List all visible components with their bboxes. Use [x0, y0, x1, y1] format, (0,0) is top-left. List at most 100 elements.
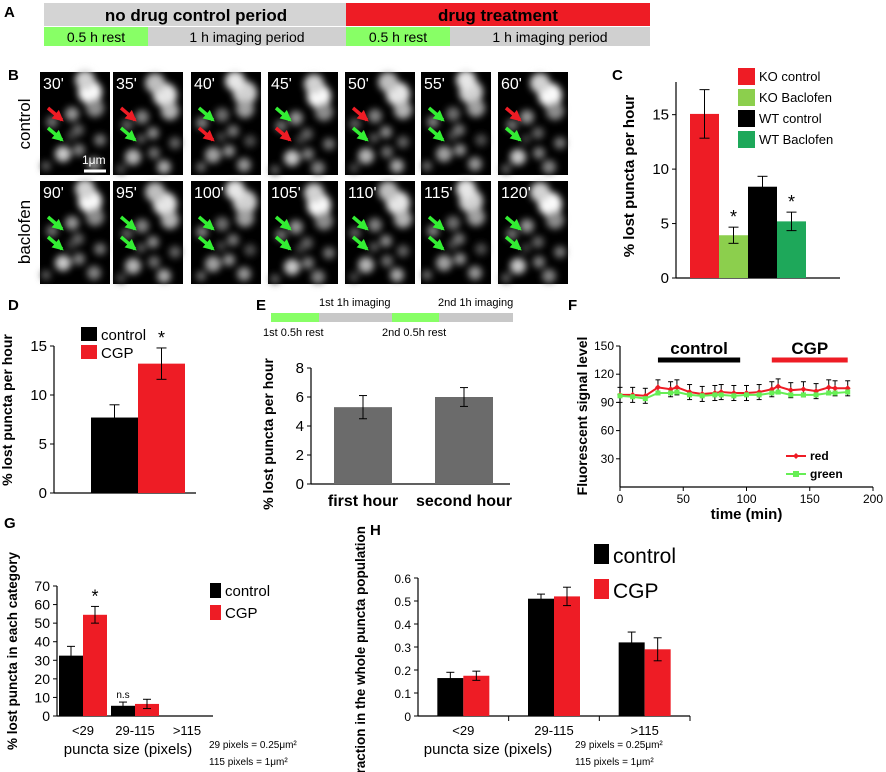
y-axis-label: % lost puncta per hour	[260, 358, 276, 510]
punctum	[136, 134, 146, 144]
punctum	[468, 266, 482, 280]
data-point	[825, 384, 832, 391]
punctum	[394, 210, 412, 228]
panel-letter-f: F	[568, 297, 577, 314]
micrograph-cell: 95'	[113, 181, 183, 284]
punctum	[205, 256, 221, 272]
imaging2-label: 1 h imaging period	[492, 29, 607, 45]
data-point	[712, 392, 718, 398]
green-arrow	[504, 126, 522, 142]
punctum	[196, 162, 206, 172]
red-arrow	[504, 106, 522, 122]
punctum	[546, 211, 564, 229]
punctum	[378, 72, 398, 92]
time-label: 120'	[501, 185, 531, 202]
significance-marker: *	[788, 192, 795, 212]
punctum	[237, 158, 251, 172]
x-tick-label: >115	[631, 723, 659, 738]
punctum	[116, 273, 126, 283]
bar-CGP	[463, 675, 490, 716]
punctum	[55, 146, 71, 162]
y-axis-label: % lost puncta per hour	[621, 95, 638, 258]
green-arrow	[197, 215, 215, 231]
punctum	[456, 179, 476, 199]
data-point	[687, 392, 693, 398]
punctum	[236, 100, 254, 118]
punctum	[520, 219, 534, 233]
punctum	[147, 236, 159, 248]
punctum	[116, 164, 126, 174]
y-tick-label: 50	[34, 615, 50, 631]
punctum	[521, 243, 531, 253]
y-tick-label: 0	[39, 485, 47, 502]
imaging-segment	[319, 313, 392, 322]
legend-swatch	[594, 544, 609, 564]
significance-marker: *	[730, 207, 737, 227]
micrograph-cell: 30' 1μm	[40, 70, 110, 175]
y-tick-label: 30	[34, 652, 50, 668]
data-point	[674, 389, 680, 395]
bar-second-hour	[435, 397, 493, 484]
y-tick-label: 0.4	[394, 618, 411, 632]
legend-label: green	[810, 467, 843, 481]
micrograph-puncta	[41, 179, 106, 280]
punctum	[390, 268, 404, 282]
green-arrow	[274, 215, 292, 231]
data-point	[826, 390, 832, 396]
x-tick-label: 29-115	[534, 723, 574, 738]
bar-first-hour	[334, 407, 392, 484]
y-tick-label: 70	[34, 578, 50, 594]
y-tick-label: 0	[42, 708, 50, 724]
panel-letter-a: A	[4, 4, 15, 21]
y-tick-label: 20	[34, 671, 50, 687]
green-arrow	[274, 106, 292, 122]
y-tick-label: 15	[30, 338, 47, 355]
punctum	[394, 101, 412, 119]
green-arrow	[504, 215, 522, 231]
time-label: 35'	[116, 76, 137, 93]
punctum	[169, 246, 181, 258]
punctum	[501, 164, 511, 174]
green-arrow	[427, 126, 445, 142]
punctum	[427, 225, 439, 237]
punctum	[215, 108, 229, 122]
punctum	[532, 236, 544, 248]
punctum	[205, 147, 221, 163]
significance-marker: *	[91, 586, 98, 606]
rest2-label: 0.5 h rest	[369, 29, 427, 45]
punctum	[145, 182, 165, 202]
panel-letter-g: G	[4, 515, 16, 532]
time-label: 95'	[116, 185, 137, 202]
y-tick-label: 0	[296, 476, 304, 493]
size-note: 29 pixels = 0.25μm²	[575, 740, 663, 751]
y-tick-label: 0.1	[394, 687, 411, 701]
data-point	[617, 393, 623, 399]
punctum	[284, 259, 300, 275]
bar-control	[59, 655, 83, 716]
green-arrow	[351, 235, 369, 251]
chart-c: 0 5 10 15 % lost puncta per hour * * KO control…	[621, 68, 840, 287]
micrograph-cell: 100'	[191, 180, 261, 284]
punctum	[161, 102, 179, 120]
punctum	[157, 269, 171, 283]
punctum	[302, 257, 314, 269]
punctum	[436, 255, 452, 271]
panel-letter-c: C	[612, 67, 623, 84]
red-arrow	[351, 106, 369, 122]
punctum	[311, 161, 325, 175]
data-point	[673, 384, 680, 391]
punctum	[381, 255, 393, 267]
micrograph-cell: 90'	[40, 179, 110, 284]
punctum	[86, 208, 104, 226]
green-arrow	[351, 126, 369, 142]
legend-swatch	[738, 110, 755, 127]
green-arrow	[427, 215, 445, 231]
y-tick-label: 0.5	[394, 595, 411, 609]
y-tick-label: 60	[601, 424, 615, 438]
punctum	[368, 218, 382, 232]
micrograph-cell: 35'	[113, 72, 183, 175]
bar-control	[111, 705, 135, 716]
punctum	[315, 212, 333, 230]
time-label: 40'	[194, 76, 215, 93]
punctum	[454, 144, 466, 156]
